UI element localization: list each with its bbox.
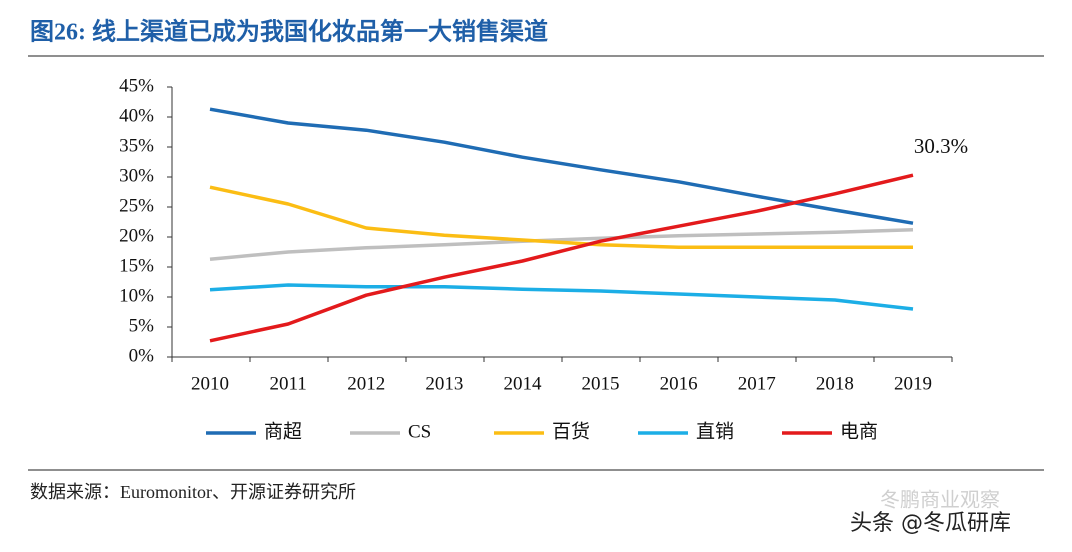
line <box>209 283 914 311</box>
y-tick-label: 35% <box>119 135 154 156</box>
x-tick-label: 2019 <box>894 373 932 394</box>
legend-label: 电商 <box>840 420 878 442</box>
y-tick-label: 25% <box>119 195 154 216</box>
legend-label: 百货 <box>552 420 590 442</box>
chart-title: 图26: 线上渠道已成为我国化妆品第一大销售渠道 <box>30 18 548 46</box>
y-tick-label: 20% <box>119 225 154 246</box>
legend-label: CS <box>408 421 431 442</box>
x-tick-label: 2010 <box>191 373 229 394</box>
y-tick-label: 40% <box>119 105 154 126</box>
legend-label: 直销 <box>696 420 734 442</box>
y-tick-label: 30% <box>119 165 154 186</box>
watermark: 头条 @冬瓜研库 <box>850 511 1011 536</box>
x-tick-label: 2013 <box>425 373 463 394</box>
line <box>209 107 914 225</box>
line <box>209 228 914 261</box>
x-tick-label: 2015 <box>582 373 620 394</box>
y-tick-label: 15% <box>119 255 154 276</box>
y-tick-label: 0% <box>129 345 155 366</box>
y-tick-label: 10% <box>119 285 154 306</box>
line <box>209 173 914 343</box>
x-tick-label: 2011 <box>269 373 306 394</box>
y-tick-label: 45% <box>119 75 154 96</box>
source: 数据来源：Euromonitor、开源证券研究所 <box>30 482 356 502</box>
x-tick-label: 2014 <box>503 373 542 394</box>
line <box>209 185 913 249</box>
data-label: 30.3% <box>914 134 968 158</box>
y-tick-label: 5% <box>129 315 155 336</box>
x-tick-label: 2017 <box>738 373 776 394</box>
legend-label: 商超 <box>264 420 302 442</box>
watermark: 冬鹏商业观察 <box>880 489 1000 512</box>
x-tick-label: 2018 <box>816 373 854 394</box>
x-tick-label: 2012 <box>347 373 385 394</box>
x-tick-label: 2016 <box>660 373 698 394</box>
